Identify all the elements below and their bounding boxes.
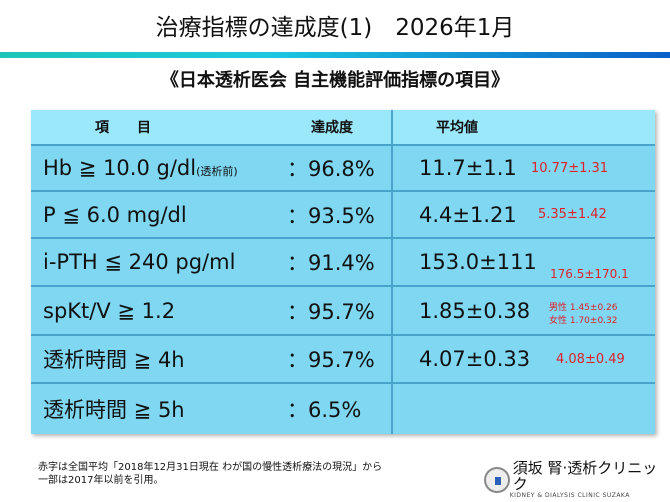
row-rate: ：93.5% [287,203,375,228]
national-average: 5.35±1.42 [538,207,607,222]
row-item: spKt/V ≧ 1.2 [43,298,176,323]
clinic-logo: 須坂 腎·透析クリニック KIDNEY & DIALYSIS CLINIC SU… [484,460,670,499]
row-mean: 153.0±111 [419,250,537,274]
table-row: spKt/V ≧ 1.2 ：95.7% 1.85±0.38 男性 1.45±0.… [31,287,655,336]
table-row: 透析時間 ≧ 4h ：95.7% 4.07±0.33 4.08±0.49 [31,336,655,384]
national-average-male: 男性 1.45±0.26 [549,303,618,313]
table-row: i-PTH ≦ 240 pg/ml ：91.4% 153.0±111 176.5… [31,239,655,287]
header-achievement: 達成度 [311,120,353,136]
table-row: Hb ≧ 10.0 g/dl(透析前) ：96.8% 11.7±1.1 10.7… [31,146,655,192]
clinic-name: 須坂 腎·透析クリニック [512,459,658,493]
table-row: P ≦ 6.0 mg/dl ：93.5% 4.4±1.21 5.35±1.42 [31,192,655,239]
table-header: 項 目 達成度 平均値 [31,110,655,146]
row-rate: ：96.8% [287,157,375,181]
row-item: 透析時間 ≧ 5h [43,398,185,422]
header-item: 項 目 [95,120,151,136]
row-rate: ：95.7% [287,348,375,372]
national-average: 10.77±1.31 [531,160,609,176]
row-rate: ：91.4% [287,251,375,275]
row-mean: 4.07±0.33 [419,347,531,371]
row-rate: ：95.7% [287,299,375,324]
footnote: 赤字は全国平均「2018年12月31日現在 わが国の慢性透析療法の現況」から 一… [38,461,382,487]
national-average: 176.5±170.1 [550,267,629,281]
row-mean: 11.7±1.1 [419,156,517,180]
national-average-female: 女性 1.70±0.32 [549,316,618,326]
header-mean: 平均値 [436,120,478,136]
table-row: 透析時間 ≧ 5h ：6.5% [31,384,655,434]
indicator-table: 項 目 達成度 平均値 Hb ≧ 10.0 g/dl(透析前) ：96.8% 1… [31,110,655,434]
column-divider [391,110,393,434]
row-rate: ：6.5% [287,398,362,422]
row-item: P ≦ 6.0 mg/dl [43,202,187,227]
row-item: 透析時間 ≧ 4h [43,348,185,372]
row-item: Hb ≧ 10.0 g/dl [43,156,197,180]
accent-bar [0,52,670,58]
clinic-emblem-icon [484,466,510,493]
national-average: 4.08±0.49 [556,351,625,367]
clinic-name-en: KIDNEY & DIALYSIS CLINIC SUZAKA [509,492,630,499]
slide-title: 治療指標の達成度(1) 2026年1月 [155,15,515,41]
footnote-line: 赤字は全国平均「2018年12月31日現在 わが国の慢性透析療法の現況」から [38,462,383,473]
row-mean: 1.85±0.38 [419,298,531,323]
row-note: (透析前) [196,165,238,178]
row-item: i-PTH ≦ 240 pg/ml [43,250,236,274]
row-mean: 4.4±1.21 [419,202,517,227]
footnote-line: 一部は2017年以前を引用。 [38,475,164,486]
slide-subtitle: 《日本透析医会 自主機能評価指標の項目》 [160,70,510,91]
